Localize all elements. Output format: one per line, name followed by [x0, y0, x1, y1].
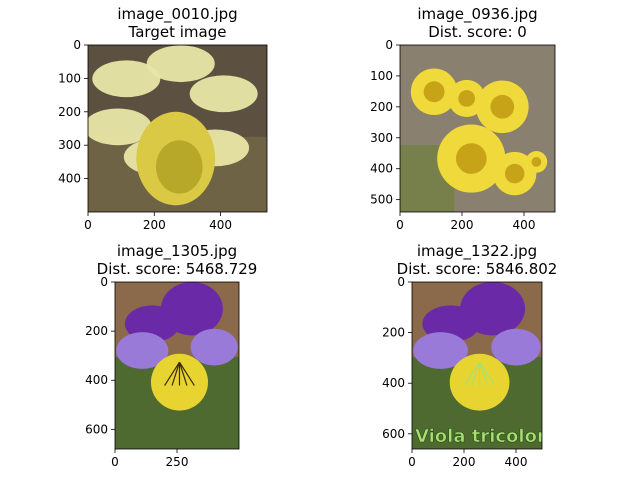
image-caption-text: Viola tricolor	[415, 426, 546, 447]
y-tick-label: 400	[370, 162, 393, 176]
subplot-title-line: image_1305.jpg	[117, 242, 237, 261]
y-tick-label: 200	[85, 324, 108, 338]
y-tick-label: 400	[382, 376, 405, 390]
y-tick-label: 500	[370, 193, 393, 207]
x-tick-label: 200	[453, 455, 476, 469]
subplot-title-line: Target image	[128, 23, 227, 41]
subplot-title-line: image_1322.jpg	[417, 242, 537, 261]
y-tick-label: 100	[370, 69, 393, 83]
subplot-title-line: image_0010.jpg	[117, 5, 237, 24]
subplot-title-line: Dist. score: 0	[428, 23, 527, 41]
x-tick-label: 400	[209, 218, 232, 232]
y-tick-label: 600	[85, 422, 108, 436]
axes-frame	[411, 281, 543, 450]
subplot-title-line: Dist. score: 5846.802	[397, 260, 558, 278]
x-tick-label: 0	[396, 218, 404, 232]
y-tick-label: 100	[58, 71, 81, 85]
subplot-title-line: image_0936.jpg	[417, 5, 537, 24]
x-tick-label: 0	[111, 455, 119, 469]
y-tick-label: 200	[370, 100, 393, 114]
y-tick-label: 400	[58, 172, 81, 186]
x-tick-label: 0	[84, 218, 92, 232]
y-tick-label: 200	[58, 105, 81, 119]
x-tick-label: 200	[451, 218, 474, 232]
y-tick-label: 0	[385, 38, 393, 52]
coltsfoot-photo	[400, 45, 555, 212]
viola-photo-caption: Viola tricolor	[412, 282, 546, 449]
x-tick-label: 250	[166, 455, 189, 469]
x-tick-label: 400	[513, 218, 536, 232]
y-tick-label: 300	[58, 138, 81, 152]
x-tick-label: 400	[505, 455, 528, 469]
y-tick-label: 0	[100, 275, 108, 289]
y-tick-label: 300	[370, 131, 393, 145]
viola-photo	[115, 282, 239, 449]
y-tick-label: 400	[85, 373, 108, 387]
y-tick-label: 0	[397, 275, 405, 289]
y-tick-label: 600	[382, 427, 405, 441]
x-tick-label: 200	[143, 218, 166, 232]
axes-frame	[399, 44, 556, 213]
subplot-title-line: Dist. score: 5468.729	[97, 260, 258, 278]
axes-frame	[87, 44, 268, 213]
daffodil-photo	[88, 45, 267, 212]
x-tick-label: 0	[408, 455, 416, 469]
y-tick-label: 200	[382, 326, 405, 340]
y-tick-label: 0	[73, 38, 81, 52]
